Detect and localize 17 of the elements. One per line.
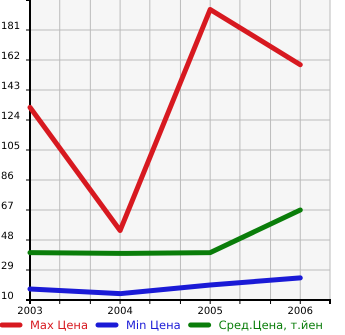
x-tick-label: 2005 [197,306,223,318]
x-tick-label: 2006 [288,306,313,318]
legend-label: Сред.Цена, т.йен [218,318,323,332]
y-tick-label: 143 [1,81,20,92]
y-tick-label: 181 [1,21,20,32]
y-tick-label: 48 [1,231,14,242]
legend-label: Max Цена [30,318,88,332]
x-tick-label: 2004 [107,306,133,318]
y-tick-label: 124 [1,111,20,122]
y-tick-label: 10 [1,291,14,302]
y-tick-label: 67 [1,201,14,212]
y-tick-label: 86 [1,171,14,182]
x-tick-label: 2003 [17,306,43,318]
y-tick-label: 105 [1,141,20,152]
legend-label: Min Цена [126,318,181,332]
y-tick-label: 162 [1,51,20,62]
y-tick-label: 29 [1,261,14,272]
